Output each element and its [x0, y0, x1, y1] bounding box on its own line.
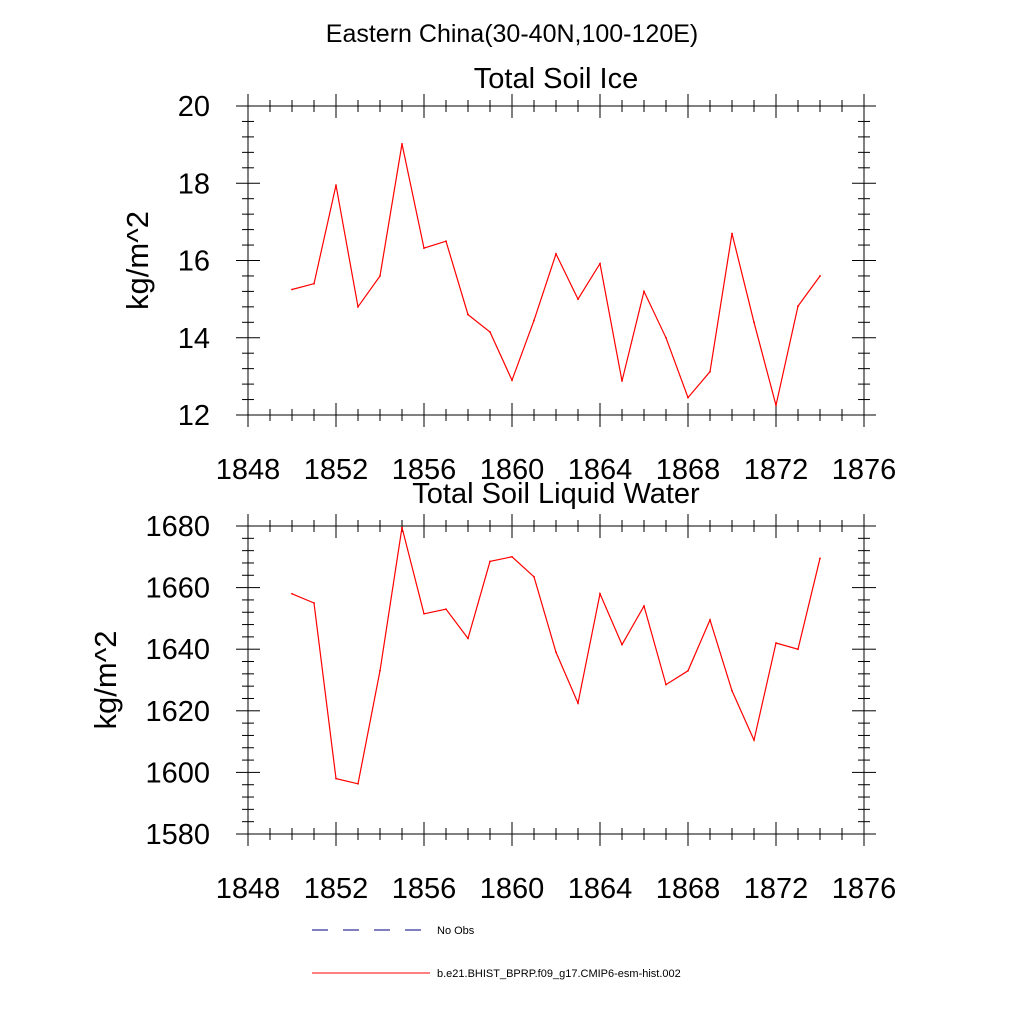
y-tick-label: 1660 — [145, 573, 210, 605]
data-point — [445, 608, 447, 611]
data-point — [775, 404, 777, 407]
data-point — [665, 683, 667, 686]
y-tick-label: 16 — [178, 246, 210, 278]
data-point — [533, 319, 535, 322]
y-tick-label: 18 — [178, 168, 210, 200]
data-point — [753, 321, 755, 324]
data-point — [291, 288, 293, 291]
data-point — [665, 336, 667, 339]
y-tick-label: 1640 — [145, 634, 210, 666]
data-point — [577, 702, 579, 704]
series-line — [291, 527, 821, 785]
data-point — [555, 651, 557, 654]
x-tick-label: 1856 — [392, 873, 457, 905]
y-tick-label: 1620 — [145, 696, 210, 728]
data-point — [621, 643, 623, 646]
data-point — [489, 331, 491, 333]
x-tick-label: 1876 — [832, 454, 897, 486]
data-point — [753, 739, 755, 741]
data-point — [687, 396, 689, 399]
x-tick-label: 1864 — [568, 873, 633, 905]
x-tick-label: 1860 — [480, 873, 545, 905]
data-point — [621, 380, 623, 382]
data-point — [731, 232, 733, 235]
x-tick-label: 1868 — [656, 454, 721, 486]
data-point — [797, 305, 799, 307]
data-point — [379, 669, 381, 672]
data-point — [423, 247, 425, 250]
x-tick-label: 1864 — [568, 454, 633, 486]
y-tick-label: 20 — [178, 91, 210, 123]
data-point — [709, 370, 711, 373]
x-tick-label: 1872 — [744, 873, 809, 905]
data-point — [467, 637, 469, 640]
x-tick-label: 1852 — [304, 454, 369, 486]
data-point — [511, 379, 513, 382]
data-point — [467, 313, 469, 316]
data-point — [643, 290, 645, 293]
x-tick-label: 1852 — [304, 873, 369, 905]
data-point — [511, 555, 513, 558]
data-point — [599, 262, 601, 265]
data-point — [599, 592, 601, 595]
plot-frame — [247, 105, 865, 416]
series-line — [291, 143, 821, 406]
data-point — [401, 142, 403, 145]
plot-frame — [247, 525, 865, 835]
data-point — [313, 602, 315, 604]
panel-1: Total Soil Ice 1848 1852 1856 1860 1864 1868 18… — [120, 63, 896, 486]
x-tick-label: 1848 — [216, 454, 281, 486]
panel-2: Total Soil Liquid Water 1848 1852 1856 1860 1… — [88, 478, 896, 905]
data-point — [775, 642, 777, 644]
data-point — [643, 605, 645, 607]
panel-title: Total Soil Ice — [474, 63, 638, 95]
y-tick-label: 1600 — [145, 757, 210, 789]
x-tick-label: 1856 — [392, 454, 457, 486]
legend-label-2: b.e21.BHIST_BPRP.f09_g17.CMIP6-esm-hist.… — [437, 968, 681, 980]
x-tick-label: 1868 — [656, 873, 721, 905]
data-point — [313, 282, 315, 285]
data-point — [445, 240, 447, 243]
y-axis-label: kg/m^2 — [120, 211, 155, 310]
data-point — [709, 619, 711, 621]
legend: No Obs b.e21.BHIST_BPRP.f09_g17.CMIP6-esm… — [312, 925, 681, 980]
data-point — [357, 782, 359, 785]
data-point — [731, 689, 733, 692]
legend-label-1: No Obs — [437, 925, 475, 937]
data-point — [401, 526, 403, 529]
data-point — [357, 305, 359, 308]
data-point — [489, 560, 491, 563]
data-point — [797, 648, 799, 651]
data-point — [335, 184, 337, 187]
y-tick-label: 12 — [178, 400, 210, 432]
data-point — [423, 612, 425, 615]
figure-suptitle: Eastern China(30-40N,100-120E) — [326, 20, 698, 48]
data-point — [687, 669, 689, 672]
x-tick-label: 1872 — [744, 454, 809, 486]
data-point — [819, 275, 821, 277]
data-point — [555, 253, 557, 255]
y-tick-label: 1580 — [145, 819, 210, 851]
data-point — [533, 575, 535, 578]
y-tick-label: 14 — [178, 323, 210, 355]
y-tick-label: 1680 — [145, 511, 210, 543]
data-point — [379, 275, 381, 277]
x-tick-label: 1876 — [832, 873, 897, 905]
data-point — [291, 592, 293, 595]
x-tick-label: 1860 — [480, 454, 545, 486]
data-point — [819, 557, 821, 560]
panel-title: Total Soil Liquid Water — [412, 478, 700, 510]
data-point — [335, 777, 337, 780]
y-axis-label: kg/m^2 — [88, 631, 123, 730]
x-tick-label: 1848 — [216, 873, 281, 905]
data-point — [577, 298, 579, 301]
